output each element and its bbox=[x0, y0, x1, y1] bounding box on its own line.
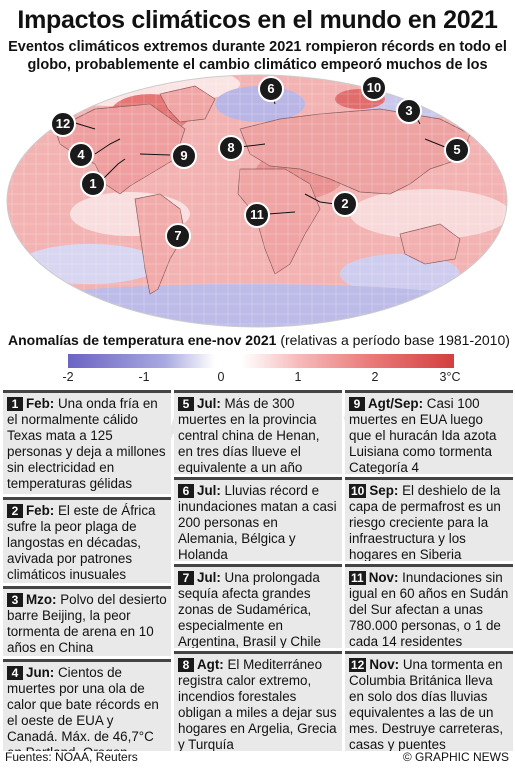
event-month: Feb: bbox=[26, 396, 55, 411]
event-card: 5 Jul: Más de 300 muertes en la provincia… bbox=[174, 390, 342, 474]
scale-title-main: Anomalías de temperatura ene-nov 2021 bbox=[8, 332, 277, 348]
event-card: 6 Jul: Lluvias récord e inundaciones mata… bbox=[174, 477, 342, 561]
scale-tick: -2 bbox=[62, 370, 74, 384]
event-number: 4 bbox=[7, 666, 23, 680]
event-number: 7 bbox=[178, 571, 194, 585]
event-card: 1 Feb: Una onda fría en el normalmente cá… bbox=[3, 390, 171, 494]
event-month: Nov: bbox=[368, 570, 399, 585]
map-marker-5: 5 bbox=[444, 137, 470, 163]
event-month: Jul: bbox=[197, 570, 221, 585]
event-month: Feb: bbox=[26, 503, 55, 518]
event-number: 8 bbox=[178, 658, 194, 672]
event-card: 3 Mzo: Polvo del desierto barre Beijing, … bbox=[3, 586, 171, 656]
map-marker-8: 8 bbox=[218, 135, 244, 161]
event-month: Nov: bbox=[369, 657, 400, 672]
event-month: Sep: bbox=[369, 483, 399, 498]
map-marker-1: 1 bbox=[80, 171, 106, 197]
event-text: Inundaciones sin igual en 60 años en Sud… bbox=[349, 570, 509, 648]
event-number: 11 bbox=[349, 571, 366, 585]
event-month: Jul: bbox=[197, 396, 221, 411]
scale-title-note: (relativas a período base 1981-2010) bbox=[276, 332, 510, 348]
event-text: Una prolongada sequía afecta grandes zon… bbox=[178, 570, 321, 648]
event-text: Polvo del desierto barre Beijing, la peo… bbox=[7, 592, 167, 655]
event-card: 11 Nov: Inundaciones sin igual en 60 años… bbox=[345, 564, 513, 648]
map-marker-9: 9 bbox=[171, 143, 197, 169]
scale-tick: -1 bbox=[138, 370, 150, 384]
event-card: 2 Feb: El este de África sufre la peor pl… bbox=[3, 497, 171, 583]
map-marker-10: 10 bbox=[361, 75, 387, 101]
temperature-color-scale bbox=[68, 354, 454, 368]
page-title: Impactos climáticos en el mundo en 2021 bbox=[17, 6, 498, 34]
event-card: 10 Sep: El deshielo de la capa de permafr… bbox=[345, 477, 513, 561]
map-marker-3: 3 bbox=[396, 98, 422, 124]
event-number: 9 bbox=[349, 397, 365, 411]
scale-tick: 0 bbox=[217, 370, 225, 384]
event-month: Agt/Sep: bbox=[368, 396, 424, 411]
event-text: El este de África sufre la peor plaga de… bbox=[7, 503, 156, 582]
scale-title: Anomalías de temperatura ene-nov 2021 (r… bbox=[8, 332, 510, 348]
event-text: El Mediterráneo registra calor extremo, … bbox=[178, 657, 337, 751]
events-column-2: 5 Jul: Más de 300 muertes en la provincia… bbox=[174, 390, 342, 754]
event-card: 8 Agt: El Mediterráneo registra calor ext… bbox=[174, 651, 342, 751]
event-number: 10 bbox=[349, 484, 367, 498]
sources-note: Fuentes: NOAA, Reuters bbox=[5, 750, 138, 764]
event-month: Mzo: bbox=[26, 592, 57, 607]
event-text: Una tormenta en Columbia Británica lleva… bbox=[349, 657, 504, 751]
event-number: 2 bbox=[7, 504, 23, 518]
event-text: Una onda fría en el normalmente cálido T… bbox=[7, 396, 166, 491]
event-month: Jun: bbox=[26, 665, 55, 680]
scale-tick: 3°C bbox=[439, 370, 461, 384]
event-text: Lluvias récord e inundaciones matan a ca… bbox=[178, 483, 337, 561]
event-number: 3 bbox=[7, 593, 23, 607]
credit-note: © GRAPHIC NEWS bbox=[402, 750, 509, 764]
event-number: 6 bbox=[178, 484, 194, 498]
event-card: 4 Jun: Cientos de muertes por una ola de … bbox=[3, 659, 171, 751]
event-text: El deshielo de la capa de permafrost es … bbox=[349, 483, 501, 561]
event-number: 12 bbox=[349, 658, 367, 672]
event-card: 7 Jul: Una prolongada sequía afecta grand… bbox=[174, 564, 342, 648]
event-card: 12 Nov: Una tormenta en Columbia Británic… bbox=[345, 651, 513, 751]
event-month: Jul: bbox=[197, 483, 221, 498]
event-text: Más de 300 muertes en la provincia centr… bbox=[178, 396, 320, 474]
events-column-1: 1 Feb: Una onda fría en el normalmente cá… bbox=[3, 390, 171, 754]
event-number: 5 bbox=[178, 397, 194, 411]
map-marker-7: 7 bbox=[165, 223, 191, 249]
scale-tick: 1 bbox=[294, 370, 302, 384]
event-text: Casi 100 muertes en EUA luego que el hur… bbox=[349, 396, 497, 474]
events-column-3: 9 Agt/Sep: Casi 100 muertes en EUA luego … bbox=[345, 390, 513, 754]
event-number: 1 bbox=[7, 397, 23, 411]
event-card: 9 Agt/Sep: Casi 100 muertes en EUA luego … bbox=[345, 390, 513, 474]
event-text: Cientos de muertes por una ola de calor … bbox=[7, 665, 159, 751]
map-marker-11: 11 bbox=[244, 202, 270, 228]
world-map bbox=[6, 74, 508, 328]
event-month: Agt: bbox=[197, 657, 224, 672]
map-marker-4: 4 bbox=[68, 142, 94, 168]
map-marker-6: 6 bbox=[258, 76, 284, 102]
map-marker-12: 12 bbox=[50, 111, 76, 137]
map-marker-2: 2 bbox=[332, 191, 358, 217]
scale-tick: 2 bbox=[371, 370, 379, 384]
